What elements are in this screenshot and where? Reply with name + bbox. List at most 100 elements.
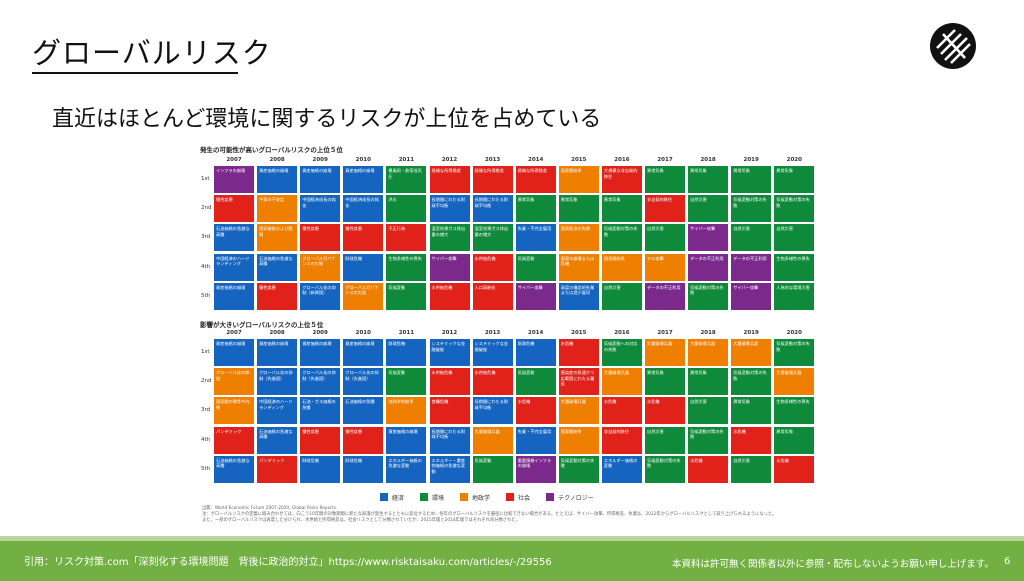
- impact-risk-cell: 非自発的移住: [601, 426, 642, 454]
- impact-year-header: 2015: [571, 330, 587, 336]
- impact-risk-cell: 水危機: [601, 397, 642, 425]
- likelihood-risk-cell: データの不正利用: [731, 253, 772, 281]
- likelihood-risk-cell: 石油価格の急激な高騰: [257, 253, 298, 281]
- footer-accent-bar: [0, 536, 1024, 541]
- likelihood-risk-cell: 非自発的移住: [645, 195, 685, 223]
- impact-rank-label: 4th: [201, 436, 211, 443]
- impact-risk-cell: 水危機: [774, 455, 815, 483]
- impact-risk-cell: 石油価格の急騰: [343, 397, 384, 425]
- likelihood-risk-cell: 自然災害: [731, 224, 772, 252]
- note-line-2: また、一部のグローバルリスクは再度した分けられ、水供給と所得格差は、社会リスクと…: [202, 518, 521, 524]
- impact-risk-cell: 大量破壊兵器: [688, 339, 729, 366]
- likelihood-risk-cell: 異常気象: [688, 166, 729, 193]
- likelihood-risk-cell: 暴風雨・熱帯低気圧: [386, 166, 427, 193]
- impact-rank-label: 1st: [201, 349, 210, 355]
- impact-risk-cell: 自然災害: [731, 455, 772, 483]
- impact-risk-cell: 水危機: [688, 455, 729, 483]
- impact-risk-cell: 気候変動対策の失敗: [688, 426, 729, 454]
- legend-label: 地政学: [472, 494, 491, 502]
- likelihood-rank-label: 1st: [201, 176, 210, 182]
- likelihood-risk-cell: 国家の崩壊または危機: [558, 253, 599, 281]
- impact-risk-cell: 資産価格の崩壊: [300, 339, 341, 366]
- legend-swatch: [420, 493, 429, 501]
- footer-notice: 本資料は許可無く関係者以外に参照・配布しないようお願い申し上げます。: [672, 559, 994, 570]
- impact-risk-cell: 水供給危機: [472, 368, 513, 396]
- likelihood-risk-cell: データの不正利用: [688, 253, 729, 281]
- likelihood-rank-label: 4th: [201, 263, 211, 270]
- likelihood-risk-cell: 極端な所得格差: [472, 166, 513, 193]
- impact-risk-cell: 気候変動: [515, 368, 556, 396]
- impact-risk-cell: 大量破壊兵器: [472, 426, 513, 454]
- likelihood-risk-cell: 国家破綻および脆弱: [257, 224, 298, 252]
- likelihood-risk-cell: 異常気象: [731, 166, 772, 193]
- legend-item: 地政学: [460, 492, 490, 502]
- impact-rank-label: 3rd: [201, 407, 211, 414]
- impact-section-title: 影響が大きいグローバルリスクの上位５位: [200, 321, 324, 329]
- legend-label: 経済: [392, 494, 405, 502]
- likelihood-rank-label: 5th: [201, 292, 211, 299]
- impact-risk-cell: 資産価格の崩壊: [343, 339, 384, 366]
- likelihood-risk-cell: 生物多様性の喪失: [774, 253, 815, 281]
- impact-risk-cell: 資産価格の崩壊: [386, 426, 427, 454]
- likelihood-risk-cell: 自然災害: [601, 282, 642, 310]
- impact-risk-cell: 気候変動対策の失敗: [731, 368, 772, 396]
- impact-risk-cell: 大量破壊兵器: [601, 368, 642, 396]
- likelihood-risk-cell: 異常気象: [601, 195, 642, 223]
- impact-risk-cell: 地政学的紛争: [386, 397, 427, 425]
- impact-risk-cell: 国家間紛争: [558, 426, 599, 454]
- likelihood-risk-cell: 水供給危機: [429, 282, 470, 310]
- likelihood-risk-cell: グローバルガバナンスの欠陥: [300, 253, 341, 281]
- likelihood-risk-cell: 気候変動: [515, 253, 556, 281]
- likelihood-risk-cell: 石油価格の急激な高騰: [214, 224, 254, 252]
- impact-year-header: 2009: [312, 330, 328, 336]
- impact-year-header: 2010: [355, 330, 371, 336]
- likelihood-rank-label: 3rd: [201, 234, 211, 241]
- legend-swatch: [546, 493, 555, 501]
- impact-risk-cell: 水危機: [645, 397, 685, 425]
- likelihood-risk-cell: 長期間にわたる財政不均衡: [429, 195, 470, 223]
- impact-risk-cell: 中国経済のハードランディング: [257, 397, 298, 425]
- likelihood-risk-cell: 極端な所得格差: [429, 166, 470, 193]
- likelihood-risk-cell: 気候変動対策の失敗: [731, 195, 772, 223]
- likelihood-risk-cell: 異常気象: [515, 195, 556, 223]
- likelihood-year-header: 2007: [226, 157, 242, 163]
- legend-swatch: [380, 493, 388, 501]
- legend-label: テクノロジー: [558, 494, 594, 502]
- likelihood-risk-cell: 人口高齢化: [472, 282, 513, 310]
- brand-logo-icon: [930, 23, 976, 69]
- legend-label: 社会: [518, 494, 531, 502]
- impact-risk-cell: 気候変動対策の失敗: [558, 455, 599, 483]
- likelihood-risk-cell: 中国経済のハードランディング: [214, 253, 254, 281]
- likelihood-risk-cell: 温室効果ガス排出量の増大: [472, 224, 513, 252]
- impact-risk-cell: 大量破壊兵器: [558, 397, 599, 425]
- page-title: グローバルリスク: [32, 36, 272, 70]
- likelihood-risk-cell: サイバー攻撃: [429, 253, 470, 281]
- likelihood-risk-cell: 慢性疾患: [257, 282, 298, 310]
- legend-item: 経済: [380, 492, 404, 502]
- likelihood-risk-cell: 洪水: [386, 195, 427, 223]
- likelihood-risk-cell: 資産価格の崩壊: [343, 166, 384, 193]
- likelihood-risk-cell: 自然災害: [774, 224, 815, 252]
- impact-risk-cell: エネルギー価格の変動: [601, 455, 642, 483]
- likelihood-risk-cell: 異常気象: [774, 166, 815, 193]
- impact-risk-cell: 国家間の戦争や内戦: [214, 397, 254, 425]
- likelihood-section-title: 発生の可能性が高いグローバルリスクの上位５位: [200, 146, 343, 154]
- legend-item: テクノロジー: [546, 492, 594, 502]
- likelihood-year-header: 2015: [571, 157, 587, 163]
- likelihood-year-header: 2010: [355, 157, 371, 163]
- likelihood-year-header: 2012: [441, 157, 458, 163]
- impact-risk-cell: エネルギー価格の急激な変動: [386, 455, 427, 483]
- impact-risk-cell: 異常気象: [774, 426, 815, 454]
- likelihood-risk-cell: 長期間にわたる財政不均衡: [472, 195, 513, 223]
- likelihood-risk-cell: インフラの崩壊: [214, 166, 254, 193]
- likelihood-risk-cell: 慢性疾患: [214, 195, 254, 223]
- legend-swatch: [506, 493, 515, 501]
- likelihood-year-header: 2016: [614, 157, 630, 163]
- impact-risk-cell: 長期間にわたる財政不均衡: [429, 426, 470, 454]
- impact-risk-cell: 財政危機: [343, 455, 384, 483]
- impact-risk-cell: 水危機: [731, 426, 772, 454]
- likelihood-risk-cell: 資産価格の崩壊: [300, 166, 341, 193]
- likelihood-risk-cell: 慢性疾患: [343, 224, 384, 252]
- impact-year-header: 2012: [441, 330, 458, 336]
- impact-risk-cell: 感染症の急速かつ広範囲にわたる蔓延: [558, 368, 599, 396]
